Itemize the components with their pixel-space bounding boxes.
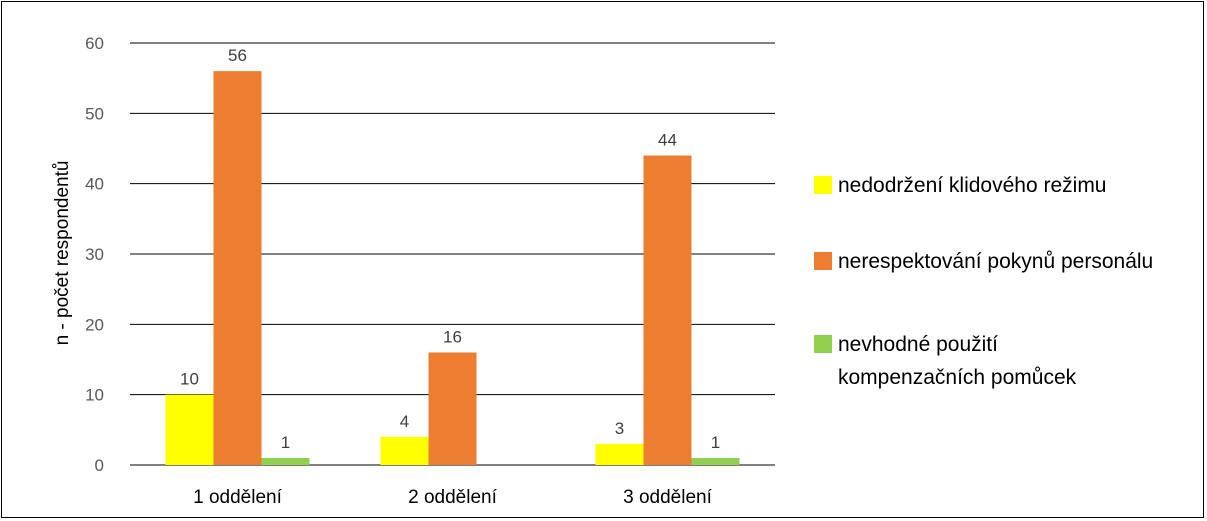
bar [261, 457, 310, 465]
legend-label: nerespektování pokynů personálu [838, 250, 1153, 273]
legend-label: nedodržení klidového režimu [838, 174, 1107, 197]
data-label: 1 [711, 433, 720, 452]
bar [380, 436, 429, 465]
legend-swatch [814, 176, 832, 194]
data-label: 10 [180, 370, 199, 389]
legend-swatch [814, 252, 832, 270]
y-tick-label: 50 [85, 104, 104, 123]
data-label: 44 [658, 131, 677, 150]
legend-swatch [814, 335, 832, 353]
legend: nedodržení klidového režimu nerespektován… [814, 174, 1153, 389]
bar [213, 71, 262, 465]
x-category-labels: 1 oddělení 2 oddělení 3 oddělení [193, 487, 712, 508]
x-category-label: 2 oddělení [408, 487, 497, 508]
bar [428, 352, 477, 465]
y-axis-label: n - počet respondentů [52, 161, 73, 346]
legend-label: nevhodné použití kompenzačních pomůcek [838, 333, 1077, 389]
x-category-label: 3 oddělení [623, 487, 712, 508]
y-tick-label: 40 [85, 175, 104, 194]
bars [165, 71, 740, 466]
data-label: 16 [443, 327, 462, 346]
data-label: 4 [400, 412, 409, 431]
data-label: 1 [281, 433, 290, 452]
data-labels: 10 56 1 4 16 3 44 1 [180, 46, 720, 452]
bar [691, 457, 740, 465]
data-label: 3 [615, 419, 624, 438]
y-tick-label: 0 [95, 456, 104, 475]
y-tick-label: 10 [85, 386, 104, 405]
y-tick-label: 60 [85, 34, 104, 53]
y-tick-label: 30 [85, 245, 104, 264]
y-tick-labels: 0 10 20 30 40 50 60 [85, 34, 104, 475]
bar [595, 443, 644, 465]
y-tick-label: 20 [85, 315, 104, 334]
x-category-label: 1 oddělení [193, 487, 282, 508]
data-label: 56 [228, 46, 247, 65]
bar [165, 394, 214, 465]
bar [643, 155, 692, 466]
